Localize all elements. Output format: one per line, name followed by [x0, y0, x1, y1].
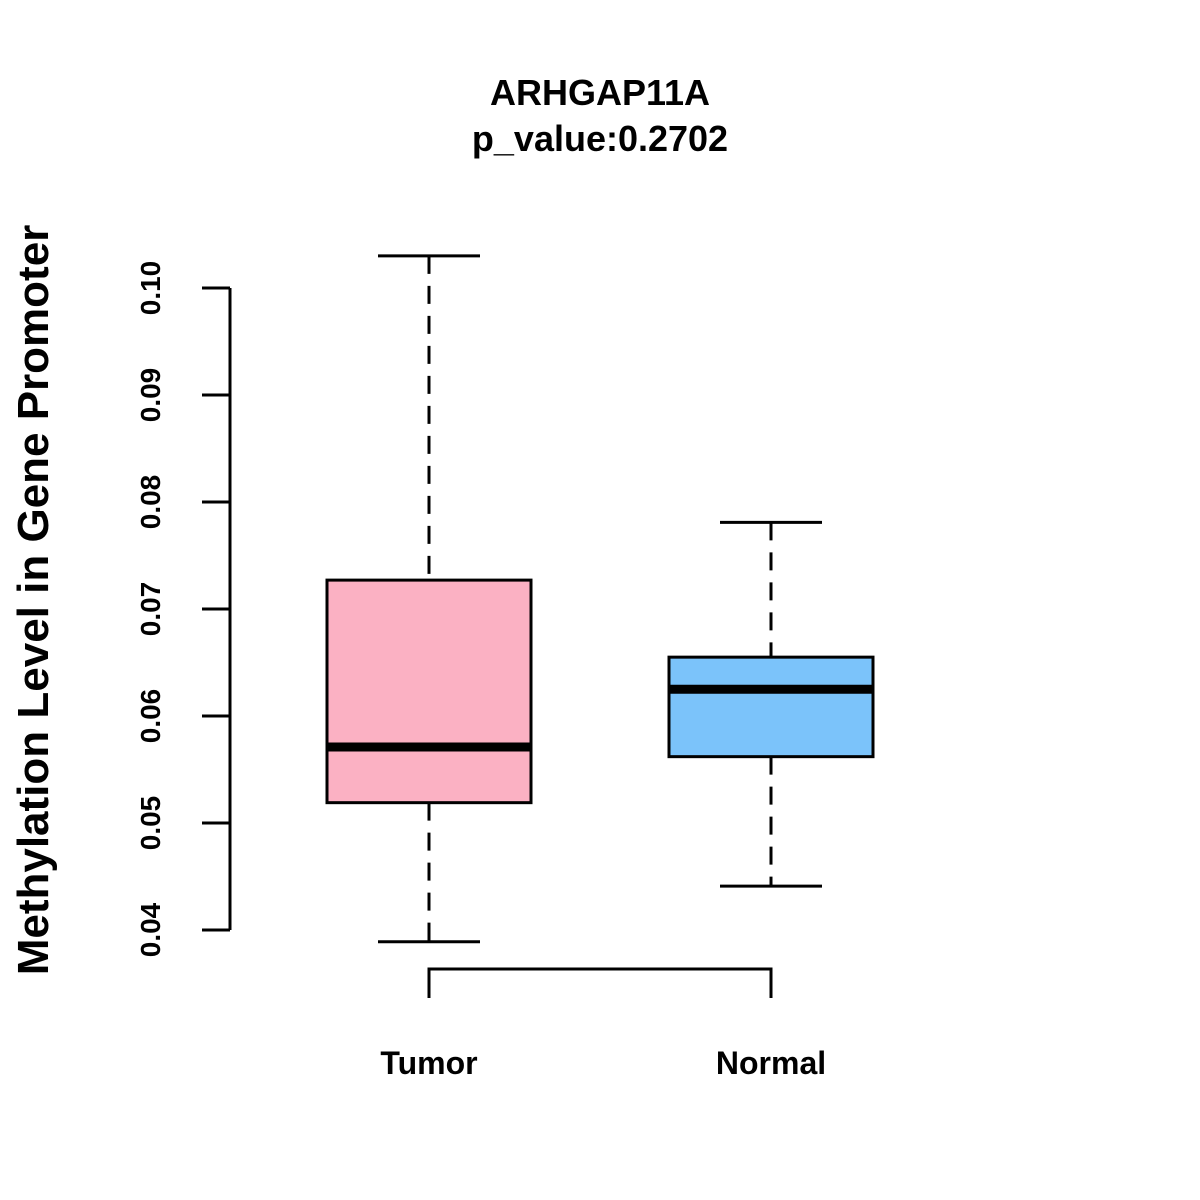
chart-title: ARHGAP11A	[490, 72, 710, 113]
y-tick-label: 0.07	[135, 582, 166, 637]
iqr-box	[667, 655, 875, 759]
y-axis: 0.04 0.05 0.06 0.07 0.08 0.09 0.10	[135, 261, 232, 957]
x-category-label: Tumor	[380, 1045, 477, 1081]
x-axis-labels: Tumor Normal	[380, 1045, 826, 1081]
x-category-label: Normal	[716, 1045, 826, 1081]
y-axis-label: Methylation Level in Gene Promoter	[9, 225, 58, 976]
chart-subtitle: p_value:0.2702	[472, 118, 728, 159]
bracket-line	[427, 967, 773, 998]
box-tumor	[325, 254, 533, 944]
comparison-bracket	[427, 967, 773, 998]
y-tick-label: 0.06	[135, 689, 166, 744]
y-tick-label: 0.09	[135, 368, 166, 423]
y-tick-label: 0.05	[135, 796, 166, 851]
box-normal	[667, 520, 875, 888]
y-tick-label: 0.08	[135, 475, 166, 530]
box-group	[325, 254, 875, 944]
y-tick-label: 0.10	[135, 261, 166, 316]
y-tick-label: 0.04	[135, 902, 166, 957]
iqr-box	[325, 578, 533, 805]
